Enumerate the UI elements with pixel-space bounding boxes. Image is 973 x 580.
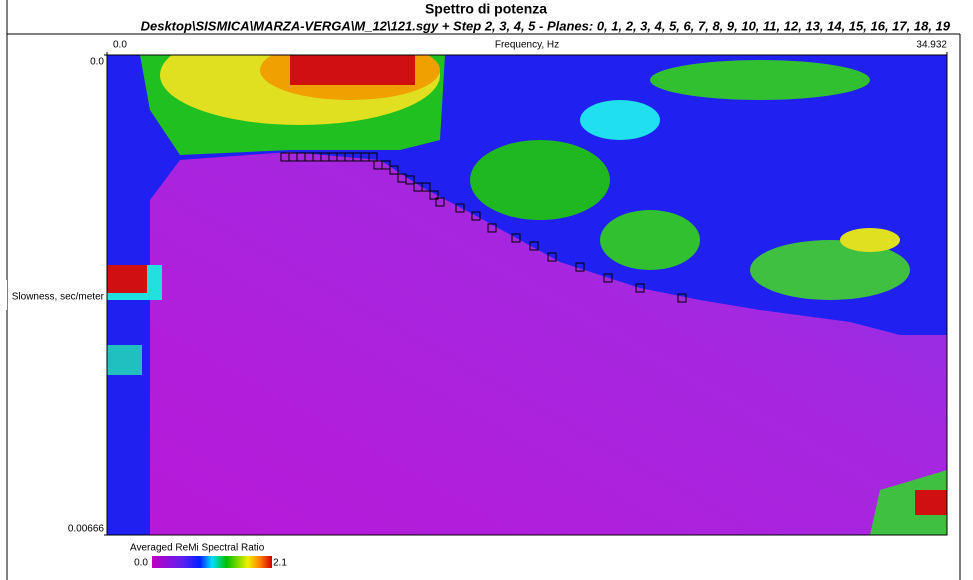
pick-marker (471, 211, 481, 221)
x-tick-label: 0.0 (113, 40, 127, 51)
pick-marker (421, 182, 431, 192)
y-tick-label: 0.00666 (68, 524, 105, 535)
spectral-red (107, 265, 147, 293)
spectrum-image (107, 55, 947, 535)
chart-title: Spettro di potenza (425, 1, 547, 17)
spectral-yellow (840, 228, 900, 252)
pick-marker (455, 203, 465, 213)
pick-marker (547, 252, 557, 262)
pick-marker (405, 175, 415, 185)
colorbar-tick-label: 0.0 (134, 558, 148, 569)
spectral-cyan (107, 345, 142, 375)
plot-frame (106, 54, 948, 536)
spectral-green (750, 240, 910, 300)
spectral-red (290, 55, 415, 85)
clip-mask (0, 280, 7, 310)
pick-marker (603, 273, 613, 283)
pick-marker (368, 152, 378, 162)
spectral-green (650, 60, 870, 100)
x-tick-label: 34.932 (916, 40, 947, 51)
pick-marker (381, 160, 391, 170)
pick-marker (429, 190, 439, 200)
spectral-blue (107, 55, 947, 535)
pick-marker (435, 197, 445, 207)
colorbar (152, 556, 272, 568)
spectral-green (600, 210, 700, 270)
pick-marker (677, 293, 687, 303)
pick-marker (529, 241, 539, 251)
colorbar-label: Averaged ReMi Spectral Ratio (130, 543, 265, 554)
x-axis-label: Frequency, Hz (495, 40, 559, 51)
chart-subtitle: Desktop\SISMICA\MARZA-VERGA\M_12\121.sgy… (141, 18, 951, 33)
spectral-green (470, 140, 610, 220)
y-axis-label: Slowness, sec/meter (12, 292, 105, 303)
spectral-red (915, 490, 947, 515)
pick-marker (511, 233, 521, 243)
colorbar-tick-label: 2.1 (273, 558, 287, 569)
pick-marker (389, 165, 399, 175)
spectral-cyan (580, 100, 660, 140)
pick-marker (635, 283, 645, 293)
spectral-green (870, 470, 947, 535)
y-tick-label: 0.0 (90, 57, 104, 68)
pick-marker (575, 262, 585, 272)
pick-marker (487, 223, 497, 233)
